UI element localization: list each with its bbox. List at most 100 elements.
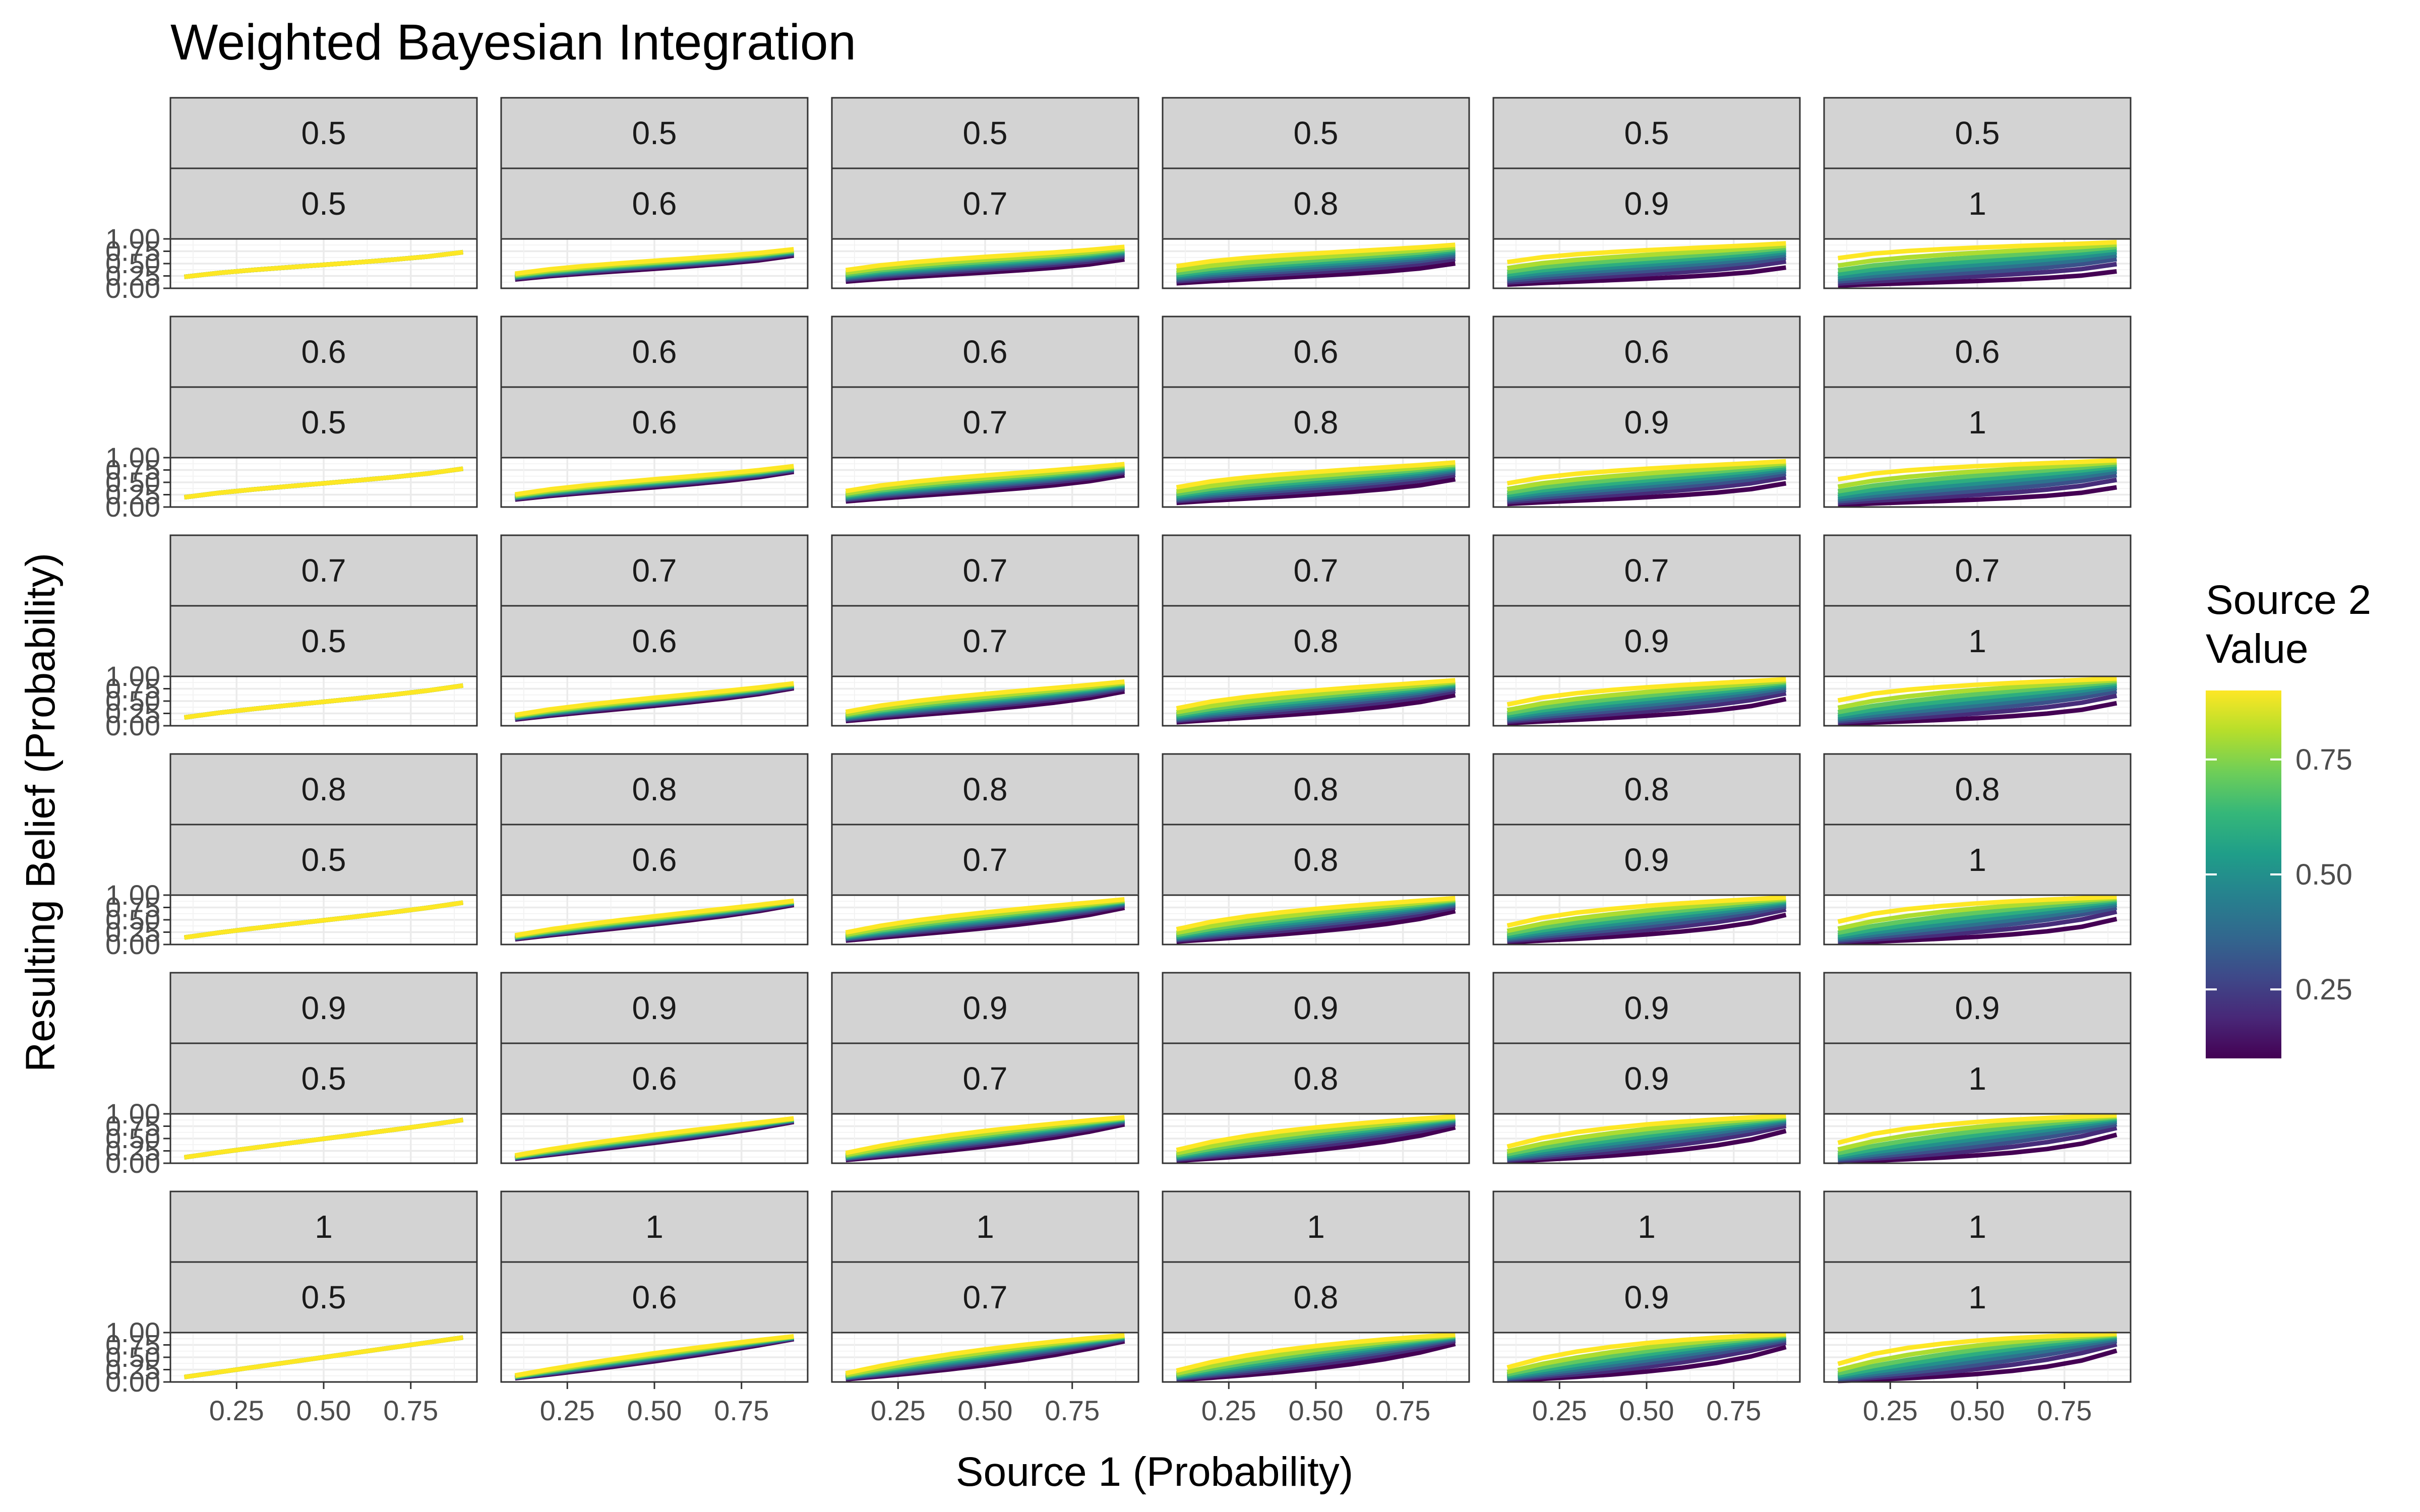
facet-panel: 0.7 0.9 <box>1492 534 1801 727</box>
plot-border <box>1823 894 2132 946</box>
facet-panel: 1 0.9 0.25 0.50 0.75 <box>1492 1190 1801 1426</box>
facet-strip-row <box>1492 972 1801 1044</box>
y-tick-label: 0.75 <box>105 1110 160 1142</box>
facet-strip-label: 0.8 <box>1294 185 1339 222</box>
series-line <box>1506 241 1786 265</box>
facet-strip-label: 0.9 <box>1624 990 1669 1026</box>
series-line <box>1506 1113 1786 1149</box>
series-line <box>1838 916 2118 946</box>
facet-strip-label: 0.8 <box>1294 1060 1339 1097</box>
series-line <box>1837 1113 2117 1145</box>
facet-strip-row <box>1162 753 1470 826</box>
facet-strip-label: 1 <box>1968 1060 1986 1097</box>
facet-strip-label: 1 <box>1638 1209 1656 1245</box>
series-line <box>1176 897 1456 935</box>
facet-strip-label: 1 <box>315 1209 333 1245</box>
plot-border <box>500 1113 809 1164</box>
facet-strip-label: 0.5 <box>301 185 346 222</box>
facet-strip-label: 0.9 <box>1294 990 1339 1026</box>
plot-border <box>500 238 809 289</box>
series-line <box>1507 469 1787 501</box>
series-line <box>845 679 1125 714</box>
colorbar <box>2206 690 2281 1058</box>
facet-strip-row <box>831 753 1139 826</box>
series-line <box>1176 1114 1456 1153</box>
series-line <box>514 898 794 938</box>
series-line <box>1506 677 1786 707</box>
x-tick-label: 0.75 <box>1375 1395 1430 1426</box>
series-line <box>1837 676 2117 703</box>
x-tick-label: 0.75 <box>1706 1395 1761 1426</box>
facet-strip-label: 0.9 <box>1624 185 1669 222</box>
plot-border <box>500 675 809 727</box>
facet-strip-label: 0.5 <box>301 404 346 440</box>
facet-strip-row <box>169 753 478 826</box>
y-tick-label: 0.75 <box>105 454 160 486</box>
series-line <box>1506 1114 1786 1154</box>
facet-strip-col <box>1492 1261 1801 1334</box>
facet-strip-label: 0.5 <box>632 115 677 151</box>
series-line <box>845 1115 1125 1156</box>
series-line <box>1838 240 2117 261</box>
facet-panel: 0.6 0.9 <box>1492 316 1801 508</box>
x-tick-label: 0.75 <box>714 1395 769 1426</box>
facet-strip-col <box>169 386 478 459</box>
series-line <box>1838 247 2117 277</box>
facet-strip-row <box>1823 534 2132 607</box>
series-line <box>1176 261 1456 286</box>
facet-strip-label: 0.7 <box>963 842 1008 878</box>
facet-panel: 0.5 0.5 0.000.250.500.751.00 <box>105 97 478 304</box>
facet-strip-label: 1 <box>1968 842 1986 878</box>
series-line <box>1837 899 2117 938</box>
x-tick-label: 0.75 <box>2037 1395 2092 1426</box>
series-line <box>1838 693 2118 725</box>
facet-strip-label: 1 <box>645 1209 663 1245</box>
facet-strip-col <box>500 386 809 459</box>
series-line <box>1837 462 2117 494</box>
x-tick-label: 0.50 <box>627 1395 682 1426</box>
series-line <box>515 247 794 276</box>
facet-strip-row <box>1492 753 1801 826</box>
facet-strip-col <box>1823 605 2132 677</box>
series-line <box>1838 1337 2118 1381</box>
facet-strip-label: 0.6 <box>632 623 677 659</box>
series-line <box>1837 897 2117 935</box>
facet-strip-label: 1 <box>1968 1279 1986 1315</box>
y-tick-label: 0.50 <box>105 904 160 935</box>
facet-panel: 1 0.7 0.25 0.50 0.75 <box>831 1190 1139 1426</box>
series-line <box>1838 253 2118 282</box>
facet-panel: 0.8 0.6 <box>500 753 809 946</box>
colorbar-ticks: 0.25 0.50 0.75 <box>2206 743 2352 1006</box>
facet-strip-col <box>1823 386 2132 459</box>
facet-strip-label: 1 <box>1307 1209 1325 1245</box>
facet-strip-label: 0.9 <box>1624 842 1669 878</box>
facet-panel: 0.91 <box>1823 972 2132 1164</box>
facet-strip-col <box>1823 167 2132 240</box>
series-line <box>1506 678 1786 713</box>
facet-strip-row <box>1823 97 2132 169</box>
series-line <box>1837 677 2117 710</box>
series-line <box>1506 683 1787 720</box>
y-tick-label: 0.25 <box>105 698 160 729</box>
facet-strip-label: 0.7 <box>1624 552 1669 589</box>
facet-strip-col <box>831 386 1139 459</box>
series-line <box>1838 477 2118 506</box>
colorbar-legend: Source 2 Value 0.25 0.50 0.75 <box>2206 577 2371 1058</box>
y-axis-title: Resulting Belief (Probability) <box>18 553 64 1072</box>
series-line <box>1837 464 2117 497</box>
series-line <box>1506 680 1786 716</box>
x-tick-label: 0.25 <box>540 1395 595 1426</box>
facet-strip-label: 0.6 <box>1294 334 1339 370</box>
facet-panel: 0.9 0.6 <box>500 972 809 1164</box>
facet-strip-label: 0.8 <box>1294 404 1339 440</box>
facet-panel: 0.8 0.8 <box>1162 753 1470 946</box>
y-tick-label: 0.75 <box>105 1329 160 1361</box>
plot-border <box>1492 238 1801 289</box>
facet-strip-label: 0.5 <box>963 115 1008 151</box>
y-tick-label: 0.50 <box>105 466 160 498</box>
facet-strip-label: 1 <box>1968 404 1986 440</box>
facet-strip-label: 0.6 <box>1624 334 1669 370</box>
plot-border <box>1162 457 1470 508</box>
facet-strip-row <box>1492 534 1801 607</box>
series-line <box>1837 244 2117 273</box>
